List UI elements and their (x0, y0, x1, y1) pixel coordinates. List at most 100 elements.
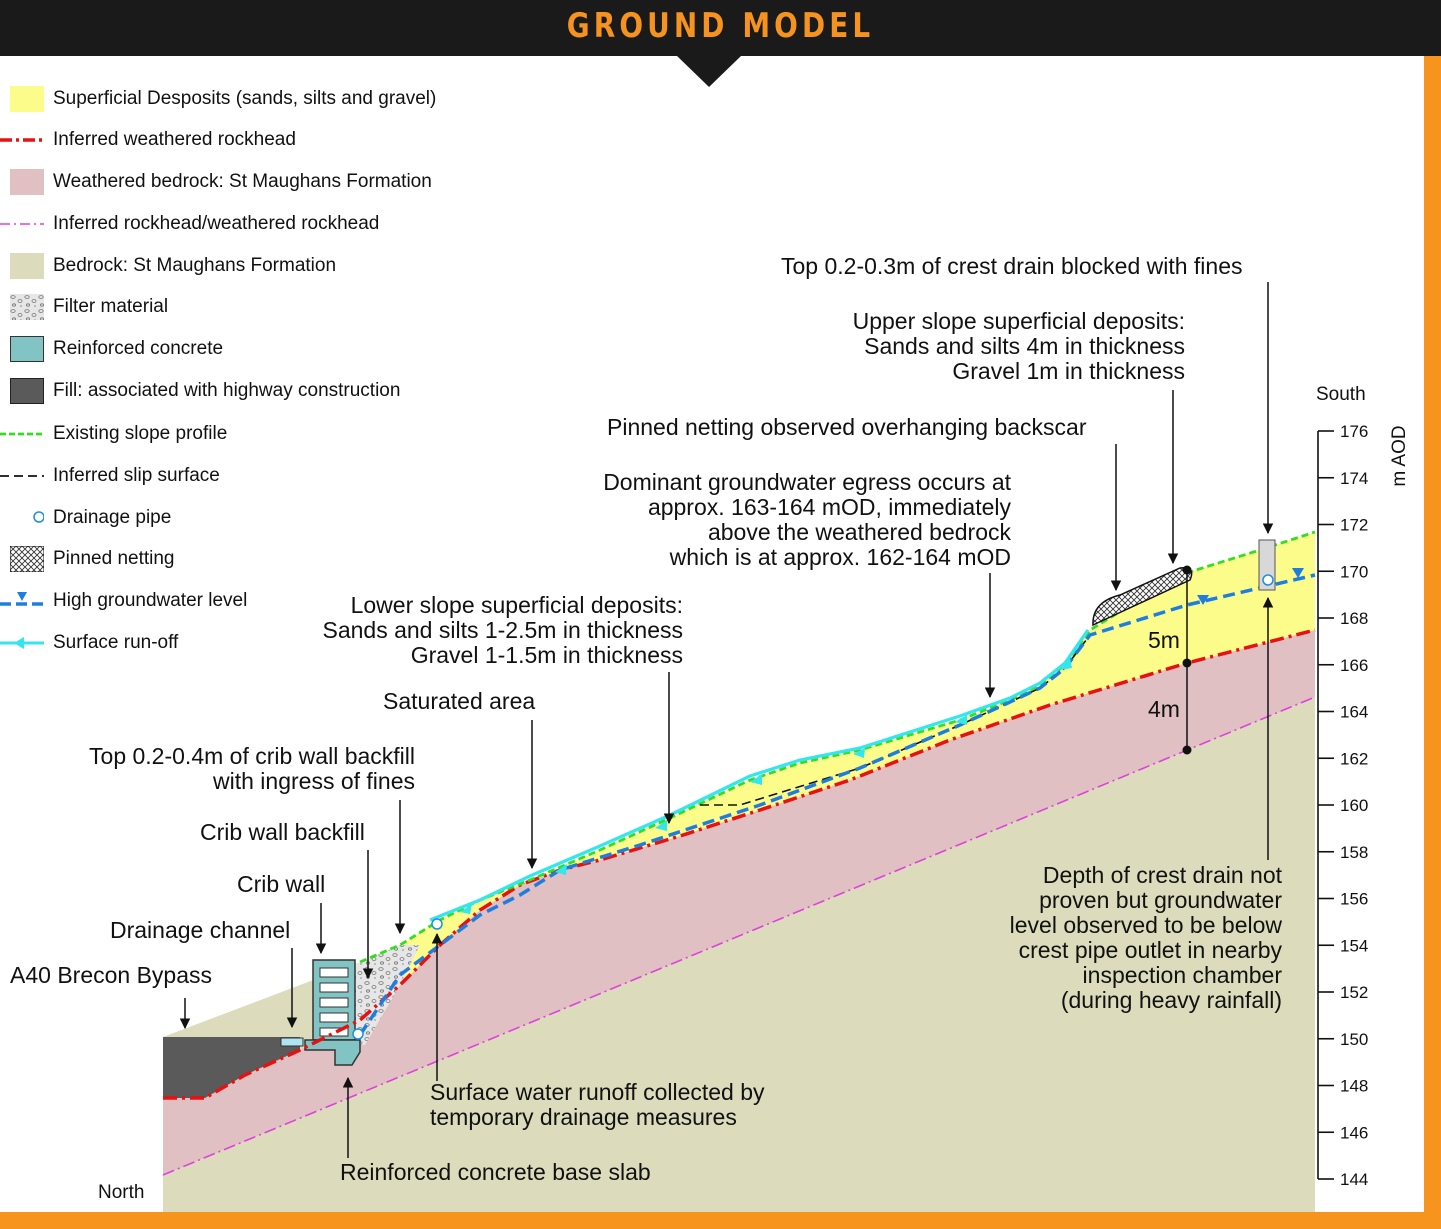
legend-item: Drainage pipe (0, 503, 500, 533)
label-drainage-channel: Drainage channel (110, 917, 291, 943)
label-line: above the weathered bedrock (707, 519, 1011, 545)
thickness-marker-dot (1182, 745, 1192, 755)
pink-fill-icon (10, 169, 44, 195)
label-a40-brecon-bypass: A40 Brecon Bypass (10, 962, 213, 988)
y-axis-tick-label: 166 (1340, 656, 1368, 675)
label-line: Sands and silts 1-2.5m in thickness (322, 617, 683, 643)
legend-label: Weathered bedrock: St Maughans Formation (53, 171, 432, 192)
y-axis-tick-label: 170 (1340, 562, 1368, 581)
pinned-netting (1092, 567, 1193, 627)
legend-label: Surface run-off (53, 632, 179, 653)
label-line: which is at approx. 162-164 mOD (669, 544, 1011, 570)
label-line: Upper slope superficial deposits: (852, 308, 1185, 334)
gravel-pattern-icon (10, 294, 44, 320)
legend-item: Existing slope profile (0, 419, 500, 449)
label-crib-wall: Crib wall (237, 871, 326, 897)
drainage-pipe (1262, 574, 1274, 586)
label-crest-depth: Depth of crest drain not proven but grou… (960, 863, 1282, 1013)
axis-label: m AOD (1389, 425, 1410, 487)
y-axis-tick-label: 168 (1340, 609, 1368, 628)
inferred-weathered-rockhead-line (163, 628, 1316, 1100)
thickness-marker-dot (1182, 565, 1192, 575)
drainage-pipe (352, 1028, 364, 1040)
legend-item: Pinned netting (0, 544, 500, 574)
groundwater-triangle (1197, 595, 1209, 605)
orange-frame-right (1424, 56, 1441, 1229)
legend-item: Inferred weathered rockhead (0, 125, 500, 155)
inferred-slip-surface (700, 634, 1091, 806)
crib-wall (312, 959, 356, 1041)
legend-label: Inferred slip surface (53, 465, 220, 486)
label-north: North (98, 1182, 145, 1203)
red-dash-dot-line-icon (0, 127, 44, 153)
legend-item: Filter material (0, 292, 500, 322)
label-base-slab: Reinforced concrete base slab (340, 1159, 651, 1185)
y-axis-tick-label: 154 (1340, 936, 1368, 955)
legend-label: Inferred rockhead/weathered rockhead (53, 213, 380, 234)
legend-label: Bedrock: St Maughans Formation (53, 255, 337, 276)
y-axis-tick-label: 158 (1340, 843, 1368, 862)
dark-grey-fill-icon (10, 378, 44, 404)
label-line: (during heavy rainfall) (1060, 987, 1282, 1013)
groundwater-triangle (1292, 568, 1304, 578)
green-dashed-line-icon (0, 421, 44, 447)
header-bar: GROUND MODEL (0, 0, 1441, 56)
label-line: Top 0.2-0.4m of crib wall backfill (89, 743, 415, 769)
legend-label: Reinforced concrete (53, 338, 224, 359)
label-pinned-netting: Pinned netting observed overhanging back… (607, 414, 1087, 440)
reinforced-concrete-base-slab (304, 1039, 361, 1066)
weathered-bedrock-layer (163, 630, 1315, 1175)
label-surface-water: Surface water runoff collected by tempor… (430, 1080, 765, 1130)
legend-label: Pinned netting (53, 548, 175, 569)
label-line: Gravel 1-1.5m in thickness (410, 642, 683, 668)
legend-item: Fill: associated with highway constructi… (0, 376, 500, 406)
label-saturated-area: Saturated area (383, 688, 536, 714)
annotation-arrows (179, 282, 1274, 1158)
high-groundwater-level (358, 573, 1316, 1036)
label-crest-top: Top 0.2-0.3m of crest drain blocked with… (781, 253, 1243, 279)
orange-frame-bottom (0, 1212, 1441, 1229)
legend-label: Drainage pipe (53, 507, 172, 528)
drainage-pipe (431, 918, 443, 930)
y-axis-tick-label: 160 (1340, 796, 1368, 815)
label-line: crest pipe outlet in nearby (1018, 937, 1282, 963)
thickness-marker-dot (1182, 658, 1192, 668)
label-upper-slope: Upper slope superficial deposits: Sands … (780, 309, 1185, 384)
label-4m: 4m (1148, 696, 1180, 722)
legend-label: Existing slope profile (53, 423, 228, 444)
y-axis-tick-label: 150 (1340, 1030, 1368, 1049)
y-axis-tick-label: 174 (1340, 469, 1368, 488)
crosshatch-pattern-icon (9, 545, 45, 573)
legend-item: Inferred rockhead/weathered rockhead (0, 209, 500, 239)
yellow-fill-icon (10, 86, 44, 112)
y-axis-tick-label: 148 (1340, 1077, 1368, 1096)
label-lower-slope: Lower slope superficial deposits: Sands … (280, 593, 683, 668)
label-5m: 5m (1148, 627, 1180, 653)
label-line: Surface water runoff collected by (430, 1079, 765, 1105)
label-line: Depth of crest drain not (1042, 862, 1282, 888)
surface-run-off (429, 629, 1090, 922)
cyan-line-arrow-icon (0, 630, 44, 656)
header-notch (676, 55, 742, 87)
inferred-rockhead-line (162, 696, 1316, 1176)
label-crib-top: Top 0.2-0.4m of crib wall backfill with … (40, 744, 415, 794)
blue-circle-icon (10, 505, 45, 531)
legend-item: High groundwater level (0, 586, 500, 616)
legend-label: High groundwater level (53, 590, 248, 611)
drainage-channel (280, 1037, 304, 1047)
legend-item: Inferred slip surface (0, 461, 500, 491)
y-axis-tick-label: 152 (1340, 983, 1368, 1002)
beige-fill-icon (10, 253, 44, 279)
label-south: South (1316, 384, 1366, 405)
label-line: temporary drainage measures (430, 1104, 737, 1130)
label-crib-wall-backfill: Crib wall backfill (200, 819, 365, 845)
black-dashed-line-icon (0, 463, 44, 489)
legend-item: Bedrock: St Maughans Formation (0, 251, 500, 281)
label-line: Lower slope superficial deposits: (350, 592, 683, 618)
label-line: proven but groundwater (1039, 887, 1282, 913)
label-line: level observed to be below (1009, 912, 1282, 938)
label-line: inspection chamber (1082, 962, 1282, 988)
surface-run-off-arrows (460, 658, 1072, 914)
teal-fill-icon (10, 336, 44, 362)
